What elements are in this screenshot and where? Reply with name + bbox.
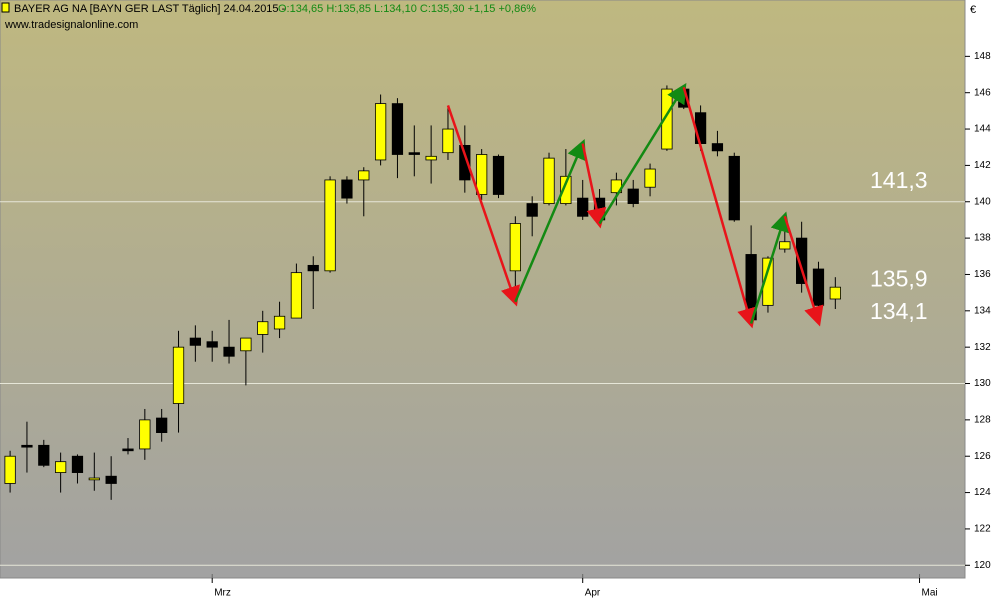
candle-body xyxy=(492,155,505,195)
candle-body xyxy=(307,264,319,272)
y-tick-label: 128 xyxy=(974,415,991,426)
y-tick-label: 120 xyxy=(974,560,991,571)
candle-body xyxy=(459,145,471,181)
zigzag-arrow xyxy=(749,211,790,324)
zigzag-arrow xyxy=(514,138,587,303)
candle-body xyxy=(374,103,387,161)
candle-body xyxy=(829,286,841,300)
subtitle: www.tradesignalonline.com xyxy=(4,19,138,31)
chart-title: BAYER AG NA [BAYN GER LAST Täglich] 24.0… xyxy=(14,3,286,15)
candle-body xyxy=(324,179,336,272)
x-tick-label: Mai xyxy=(922,588,938,599)
candle-body xyxy=(139,419,151,450)
y-tick-label: 126 xyxy=(974,451,991,462)
y-tick-label: 130 xyxy=(974,378,991,389)
candle-body xyxy=(577,197,589,217)
y-tick-label: 132 xyxy=(974,342,991,353)
candle-body xyxy=(543,157,555,204)
zigzag-arrow xyxy=(783,215,824,327)
y-tick-label: 144 xyxy=(974,124,991,135)
candle-body xyxy=(4,455,16,484)
y-tick-label: 140 xyxy=(974,196,991,207)
level-label: 141,3 xyxy=(870,167,928,193)
level-label: 134,1 xyxy=(870,298,928,324)
candle-body xyxy=(358,170,370,181)
candle-body xyxy=(391,103,404,155)
plot-area xyxy=(0,0,966,579)
candle-body xyxy=(509,223,521,272)
y-tick-label: 124 xyxy=(974,487,991,498)
x-tick-label: Mrz xyxy=(214,588,231,599)
candle-body xyxy=(38,444,50,466)
y-tick-label: 134 xyxy=(974,305,991,316)
x-tick-label: Apr xyxy=(585,588,601,599)
candle-body xyxy=(711,143,724,152)
candle-body xyxy=(476,154,488,195)
candle-body xyxy=(223,346,235,357)
candle-body xyxy=(105,475,117,484)
series-icon xyxy=(1,2,10,13)
y-unit: € xyxy=(970,4,976,16)
candle-body xyxy=(21,444,33,448)
zigzag-arrow xyxy=(682,86,757,329)
candle-body xyxy=(341,179,353,199)
y-tick-label: 146 xyxy=(974,87,991,98)
candle-body xyxy=(728,155,740,221)
candle-body xyxy=(156,417,168,433)
candle-body xyxy=(661,88,673,150)
candle-body xyxy=(694,112,707,144)
candle-body xyxy=(796,237,808,284)
zigzag-arrow xyxy=(581,143,607,229)
candle-body xyxy=(273,315,286,330)
candle-body xyxy=(425,155,437,161)
y-tick-label: 142 xyxy=(974,160,991,171)
zigzag-arrow xyxy=(598,82,687,225)
candle-body xyxy=(257,321,269,335)
candle-body xyxy=(55,461,67,473)
candle-body xyxy=(779,241,791,250)
candle-body xyxy=(71,455,84,473)
candle-body xyxy=(644,168,656,188)
candle-body xyxy=(812,268,825,306)
quote: O:134,65 H:135,85 L:134,10 C:135,30 +1,1… xyxy=(278,3,536,15)
y-tick-label: 136 xyxy=(974,269,991,280)
zigzag-arrow xyxy=(446,105,520,307)
candle-body xyxy=(627,188,639,204)
candle-body xyxy=(240,337,252,352)
candle-body xyxy=(122,448,134,452)
candle-body xyxy=(290,272,303,319)
candle-body xyxy=(172,346,185,404)
y-tick-label: 122 xyxy=(974,524,991,535)
candle-body xyxy=(526,203,538,217)
candle-body xyxy=(762,257,774,306)
y-tick-label: 148 xyxy=(974,51,991,62)
level-label: 135,9 xyxy=(870,265,928,291)
candle-body xyxy=(560,175,572,204)
candle-body xyxy=(408,152,420,155)
y-tick-label: 138 xyxy=(974,233,991,244)
candle-body xyxy=(189,337,201,346)
candle-body xyxy=(88,477,100,481)
candle-body xyxy=(206,341,218,348)
candle-body xyxy=(442,128,454,154)
